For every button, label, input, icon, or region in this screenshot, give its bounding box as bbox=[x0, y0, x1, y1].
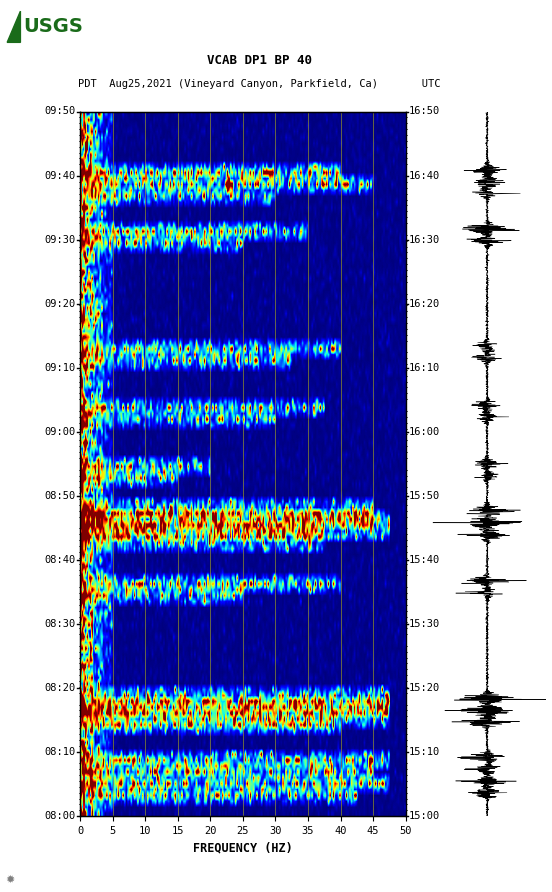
Text: 16:30: 16:30 bbox=[408, 235, 439, 244]
Text: 09:10: 09:10 bbox=[44, 363, 75, 373]
Text: 09:50: 09:50 bbox=[44, 106, 75, 117]
Text: 09:20: 09:20 bbox=[44, 299, 75, 309]
Text: 08:40: 08:40 bbox=[44, 555, 75, 565]
Text: 08:20: 08:20 bbox=[44, 683, 75, 693]
Text: 09:30: 09:30 bbox=[44, 235, 75, 244]
Text: 09:40: 09:40 bbox=[44, 170, 75, 180]
Text: 16:20: 16:20 bbox=[408, 299, 439, 309]
Text: 15:00: 15:00 bbox=[408, 811, 439, 822]
Text: 15:30: 15:30 bbox=[408, 619, 439, 629]
Text: 16:10: 16:10 bbox=[408, 363, 439, 373]
Text: 08:30: 08:30 bbox=[44, 619, 75, 629]
Text: 16:50: 16:50 bbox=[408, 106, 439, 117]
Polygon shape bbox=[7, 12, 20, 42]
Text: 15:20: 15:20 bbox=[408, 683, 439, 693]
Text: 08:50: 08:50 bbox=[44, 491, 75, 501]
Text: USGS: USGS bbox=[24, 17, 83, 37]
Text: 08:00: 08:00 bbox=[44, 811, 75, 822]
Text: VCAB DP1 BP 40: VCAB DP1 BP 40 bbox=[207, 54, 312, 67]
Text: 15:50: 15:50 bbox=[408, 491, 439, 501]
Text: 15:10: 15:10 bbox=[408, 747, 439, 757]
X-axis label: FREQUENCY (HZ): FREQUENCY (HZ) bbox=[193, 841, 293, 855]
Text: 15:40: 15:40 bbox=[408, 555, 439, 565]
Text: 16:40: 16:40 bbox=[408, 170, 439, 180]
Text: 16:00: 16:00 bbox=[408, 426, 439, 437]
Text: 09:00: 09:00 bbox=[44, 426, 75, 437]
Text: PDT  Aug25,2021 (Vineyard Canyon, Parkfield, Ca)       UTC: PDT Aug25,2021 (Vineyard Canyon, Parkfie… bbox=[78, 79, 440, 89]
Text: ✹: ✹ bbox=[6, 875, 15, 885]
Text: 08:10: 08:10 bbox=[44, 747, 75, 757]
